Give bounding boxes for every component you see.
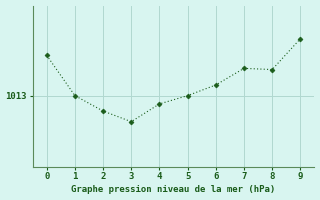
X-axis label: Graphe pression niveau de la mer (hPa): Graphe pression niveau de la mer (hPa) xyxy=(71,185,276,194)
